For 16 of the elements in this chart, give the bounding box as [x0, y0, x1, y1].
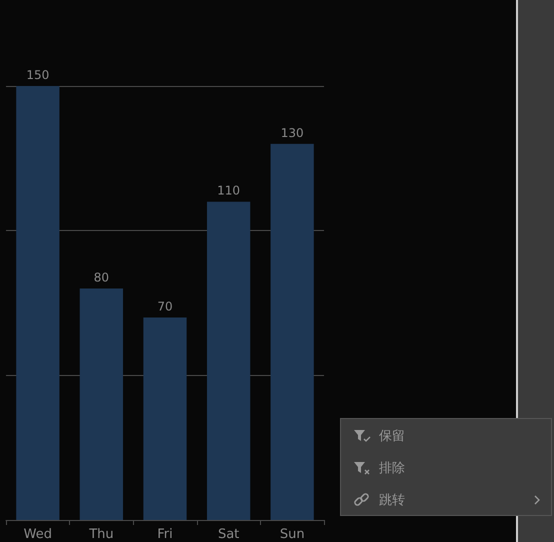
bar [80, 288, 124, 520]
context-menu: 保留 排除 跳转 [340, 418, 552, 516]
x-tick-label: Wed [24, 527, 52, 542]
x-tick-label: Sun [280, 527, 305, 542]
data-label: 130 [280, 126, 304, 140]
bar [143, 317, 187, 520]
data-label: 150 [26, 68, 50, 82]
data-label: 110 [217, 184, 240, 198]
x-tick-label: Thu [88, 527, 114, 542]
x-tick-label: Sat [218, 527, 240, 542]
bar [270, 144, 314, 520]
x-tick-label: Fri [157, 527, 173, 542]
data-label: 80 [94, 270, 110, 285]
data-label: 70 [157, 299, 173, 314]
bar [16, 86, 60, 520]
bar [206, 202, 250, 520]
